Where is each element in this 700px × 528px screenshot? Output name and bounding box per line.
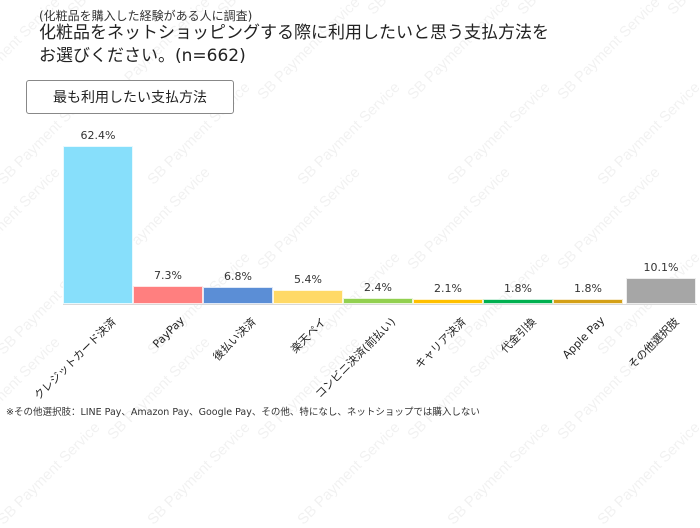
- bar-value-label: 2.4%: [364, 280, 392, 294]
- watermark-text: SB Payment Service: [554, 163, 664, 274]
- bar-value-label: 10.1%: [643, 261, 679, 275]
- bar-value-label: 1.8%: [504, 282, 532, 295]
- footnote: ※その他選択肢：LINE Pay、Amazon Pay、Google Pay、そ…: [6, 407, 480, 418]
- bar-4: [343, 297, 413, 304]
- bar-value-label: 7.3%: [154, 268, 182, 282]
- bar-3: [273, 290, 343, 304]
- category-label: Apple Pay: [559, 314, 608, 362]
- category-label: キャリア決済: [412, 315, 469, 372]
- watermark-text: SB Payment Service: [364, 0, 473, 18]
- watermark-text: SB Payment Service: [144, 418, 254, 528]
- bar-7: [553, 299, 623, 304]
- bar-value-label: 62.4%: [80, 129, 116, 143]
- watermark-text: SB Payment Service: [0, 418, 104, 528]
- watermark-text: SB Payment Service: [0, 163, 64, 273]
- bar-5: [413, 298, 483, 304]
- bar-value-label: 5.4%: [294, 273, 322, 287]
- bar-value-label: 6.8%: [224, 269, 252, 283]
- chart-title-line2: お選びください。(n=662): [39, 46, 246, 66]
- watermark-text: SB Payment Service: [404, 163, 514, 274]
- category-label: クレジットカード決済: [31, 315, 119, 403]
- chart-title-line1: 化粧品をネットショッピングする際に利用したいと思う支払方法を: [39, 23, 549, 43]
- x-axis-line: [63, 304, 697, 305]
- chart-subtitle: (化粧品を購入した経験がある人に調査): [39, 9, 253, 23]
- category-label: 後払い決済: [210, 315, 259, 364]
- watermark-text: SB Payment Service: [254, 333, 364, 444]
- bar-1: [133, 285, 203, 304]
- watermark-text: SB Payment Service: [254, 163, 364, 274]
- bar-2: [203, 286, 273, 304]
- watermark-text: SB Payment Service: [444, 78, 554, 189]
- chart-title: 化粧品をネットショッピングする際に利用したいと思う支払方法を お選びください。(…: [39, 22, 599, 68]
- bar-6: [483, 299, 553, 304]
- watermark-text: SB Payment Service: [664, 0, 700, 18]
- watermark-text: SB Payment Service: [0, 0, 23, 18]
- bar-0: [63, 146, 133, 304]
- watermark-text: SB Payment Service: [514, 0, 623, 18]
- category-label: その他選択肢: [625, 315, 682, 372]
- category-label: 代金引換: [498, 315, 539, 356]
- bar-8: [626, 278, 696, 304]
- watermark-text: SB Payment Service: [294, 418, 404, 528]
- watermark-text: SB Payment Service: [594, 418, 700, 528]
- legend-box: 最も利用したい支払方法: [26, 80, 234, 114]
- bar-value-label: 2.1%: [434, 281, 462, 295]
- category-label: PayPay: [150, 314, 188, 351]
- watermark-text: SB Payment Service: [594, 78, 700, 189]
- legend-label: 最も利用したい支払方法: [53, 90, 207, 106]
- bar-value-label: 1.8%: [574, 282, 602, 295]
- category-label: 楽天ペイ: [288, 315, 329, 356]
- watermark-text: SB Payment Service: [294, 78, 404, 189]
- watermark-text: SB Payment Service: [444, 418, 554, 528]
